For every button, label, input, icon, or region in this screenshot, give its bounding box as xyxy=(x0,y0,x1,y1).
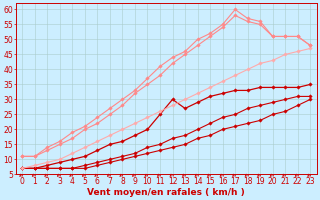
X-axis label: Vent moyen/en rafales ( km/h ): Vent moyen/en rafales ( km/h ) xyxy=(87,188,245,197)
